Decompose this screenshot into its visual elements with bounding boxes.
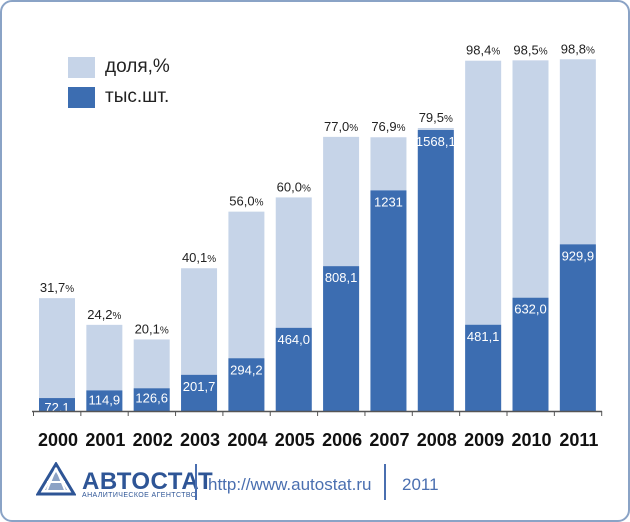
logo-title: АВТОСТАТ — [82, 468, 214, 495]
x-tick-label: 2005 — [275, 430, 315, 450]
legend-swatch-share — [68, 56, 95, 78]
units-bar — [275, 327, 312, 411]
units-data-label: 201,7 — [183, 379, 216, 394]
logo-subtitle: АНАЛИТИЧЕСКОЕ АГЕНТСТВО — [82, 492, 197, 499]
footer-divider — [195, 464, 197, 500]
units-bar — [512, 297, 549, 411]
units-bar — [86, 390, 123, 411]
footer-divider — [384, 464, 386, 500]
autostat-logo-icon — [36, 462, 76, 496]
legend-label-units: тыс.шт. — [105, 86, 170, 107]
legend-swatch-units — [68, 86, 95, 108]
legend-label-share: доля,% — [105, 56, 170, 77]
units-bar — [417, 130, 454, 411]
units-bar — [39, 398, 75, 411]
share-data-label: 98,4% — [466, 43, 500, 58]
share-data-label: 76,9% — [371, 119, 405, 134]
x-tick-label: 2008 — [417, 430, 457, 450]
share-data-label: 31,7% — [40, 280, 74, 295]
units-bar — [559, 244, 596, 411]
share-data-label: 56,0% — [229, 194, 263, 209]
x-tick-label: 2001 — [85, 430, 125, 450]
x-tick-label: 2000 — [38, 430, 78, 450]
share-data-label: 60,0% — [277, 179, 311, 194]
footer-year: 2011 — [402, 475, 439, 494]
units-data-label: 632,0 — [514, 302, 547, 317]
share-bar — [39, 298, 75, 411]
x-tick-label: 2009 — [464, 430, 504, 450]
legend-item-units: тыс.шт. — [68, 86, 169, 108]
units-data-label: 72,1 — [44, 400, 69, 415]
units-bar — [228, 358, 265, 411]
x-tick-label: 2011 — [559, 430, 598, 450]
units-bar — [323, 266, 360, 411]
share-data-label: 77,0% — [324, 119, 358, 134]
units-bar — [133, 388, 170, 411]
units-data-label: 464,0 — [277, 332, 310, 347]
units-data-label: 481,1 — [467, 329, 500, 344]
share-data-label: 98,5% — [513, 42, 547, 57]
units-bar — [465, 324, 502, 411]
units-bar — [181, 374, 218, 411]
share-data-label: 98,8% — [561, 41, 595, 56]
share-data-label: 20,1% — [135, 321, 169, 336]
x-tick-label: 2007 — [369, 430, 409, 450]
x-tick-label: 2002 — [133, 430, 173, 450]
footer-url[interactable]: http://www.autostat.ru — [208, 475, 372, 494]
x-tick-label: 2010 — [511, 430, 551, 450]
units-data-label: 126,6 — [135, 390, 168, 405]
units-data-label: 808,1 — [325, 270, 358, 285]
x-tick-label: 2004 — [227, 430, 267, 450]
units-data-label: 114,9 — [89, 392, 121, 407]
x-tick-label: 2006 — [322, 430, 362, 450]
units-bar — [370, 190, 407, 411]
x-tick-label: 2003 — [180, 430, 220, 450]
units-data-label: 294,2 — [230, 362, 263, 377]
units-data-label: 929,9 — [562, 248, 595, 263]
share-data-label: 24,2% — [87, 307, 121, 322]
legend-item-share: доля,% — [68, 56, 170, 78]
share-data-label: 79,5% — [419, 110, 453, 125]
share-data-label: 40,1% — [182, 250, 216, 265]
units-data-label: 1568,1 — [416, 134, 456, 149]
units-data-label: 1231 — [374, 194, 403, 209]
